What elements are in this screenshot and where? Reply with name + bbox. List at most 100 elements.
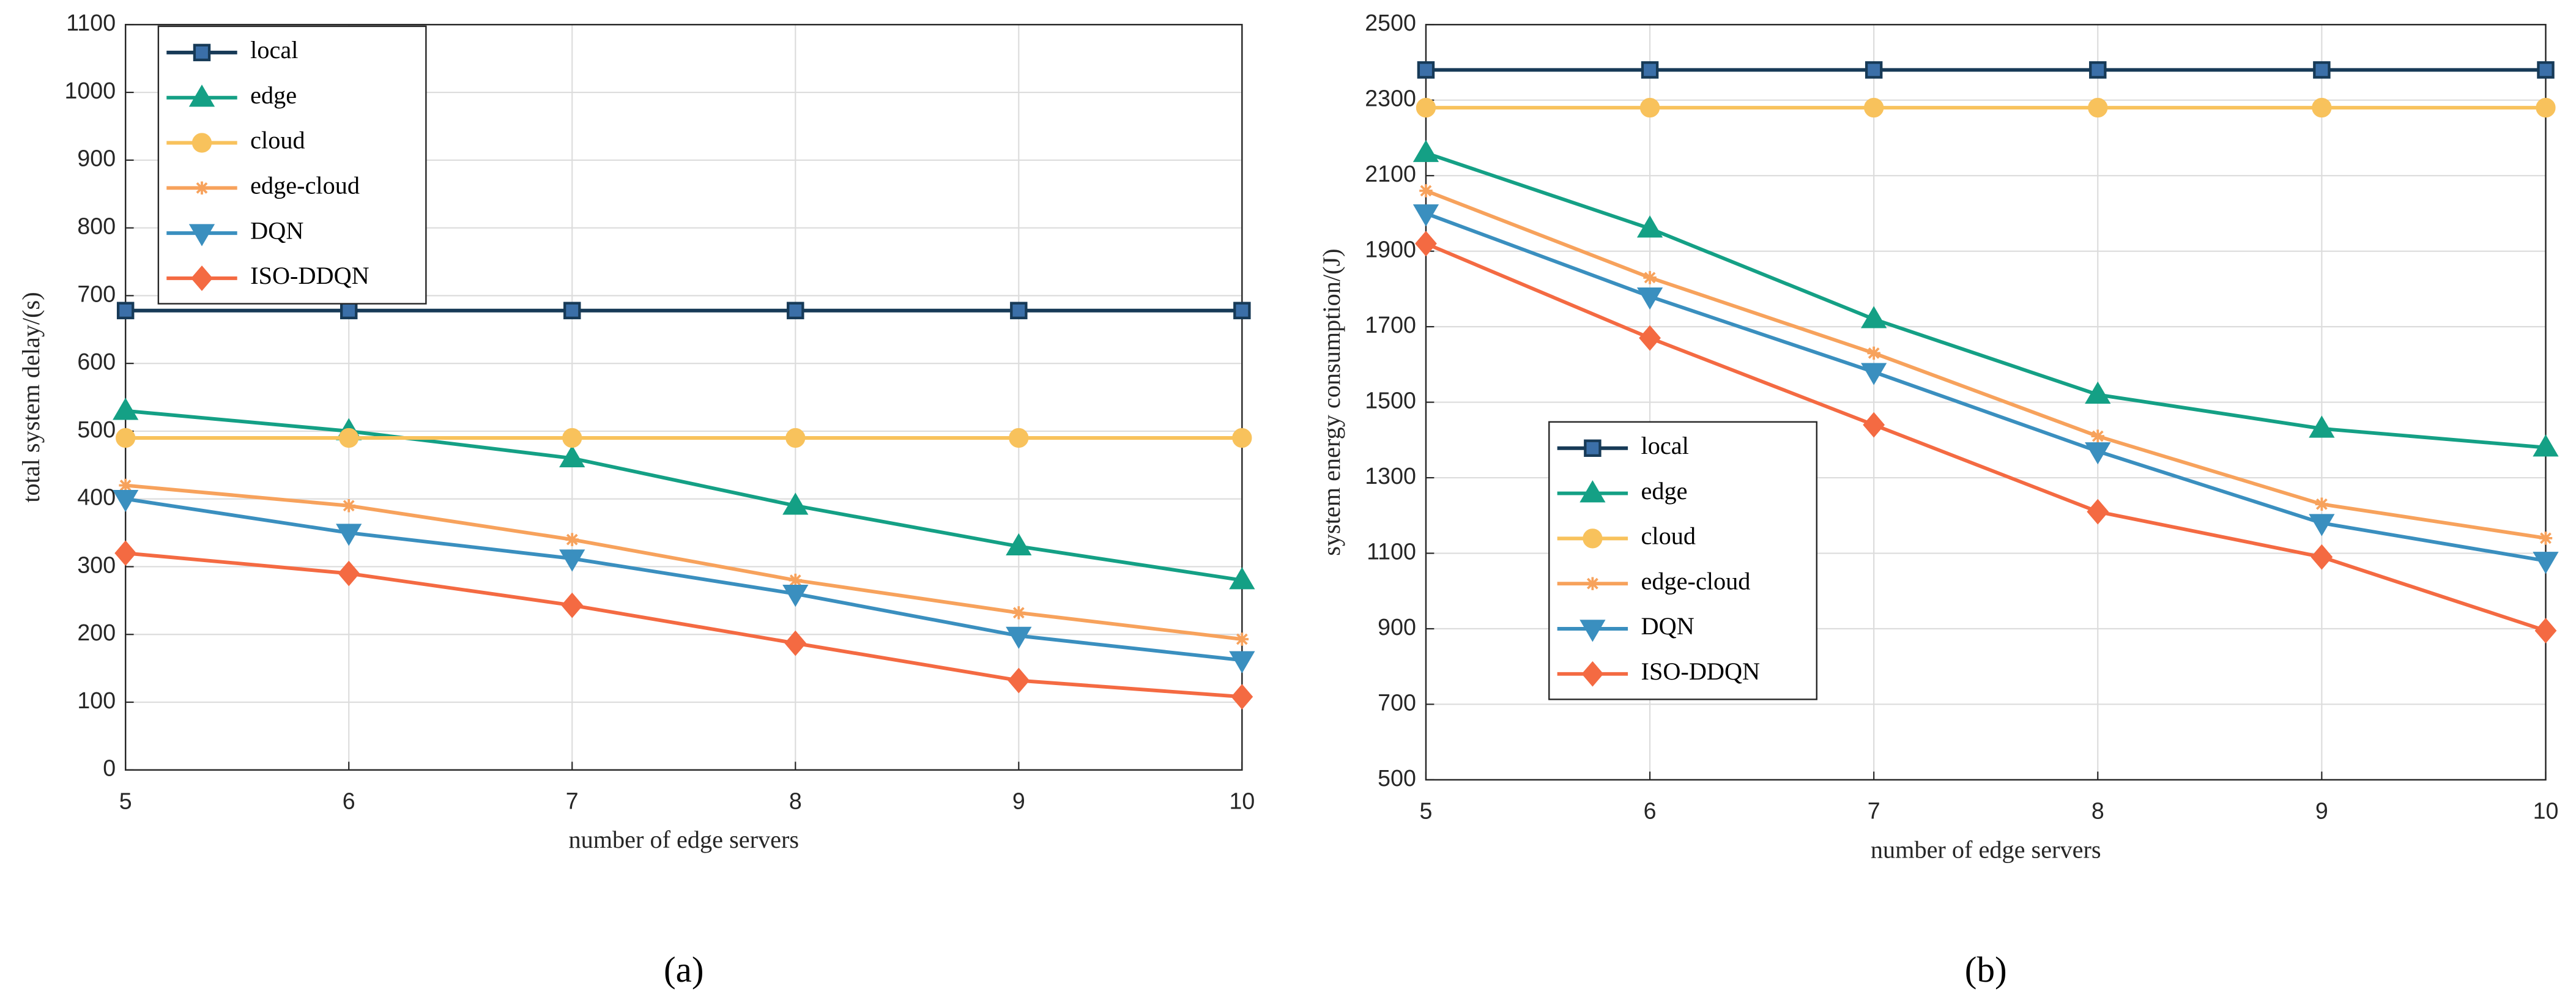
y-tick-label: 400 (77, 484, 116, 510)
marker (1639, 325, 1661, 351)
marker (2089, 61, 2107, 79)
marker (1006, 533, 1032, 556)
marker (2088, 97, 2108, 118)
marker (340, 302, 358, 319)
marker (2312, 97, 2332, 118)
marker (1416, 97, 1436, 118)
marker (563, 302, 581, 319)
x-tick-label: 10 (1229, 788, 1255, 813)
marker (782, 585, 809, 607)
x-tick-label: 6 (1644, 798, 1657, 824)
caption: (b) (1965, 949, 2007, 990)
marker (1006, 626, 1032, 649)
marker (1579, 620, 1606, 642)
marker (1864, 97, 1884, 118)
marker (1009, 428, 1029, 448)
marker (1584, 439, 1602, 457)
y-tick-label: 2500 (1365, 10, 1416, 35)
y-tick-label: 500 (77, 417, 116, 442)
x-tick-label: 8 (789, 788, 802, 813)
y-tick-label: 700 (77, 281, 116, 306)
marker (1233, 302, 1251, 319)
marker (113, 489, 139, 513)
legend-label: edge (250, 81, 297, 109)
series-line (125, 483, 1242, 641)
marker (2309, 415, 2335, 438)
marker (2533, 552, 2559, 574)
marker (1231, 684, 1253, 710)
plot-frame (1425, 24, 2547, 781)
marker (188, 84, 215, 107)
marker (559, 549, 585, 572)
marker (1865, 61, 1883, 79)
marker (2313, 61, 2331, 79)
x-tick-label: 9 (2315, 798, 2328, 824)
marker (1641, 61, 1659, 79)
y-tick-label: 2100 (1365, 161, 1416, 187)
legend-label: edge-cloud (1641, 567, 1751, 595)
y-tick-label: 1100 (1367, 538, 1416, 564)
chart-panel: 500 700 900 1100 1300 1500 1700 1900 2100 2300 250… (1318, 10, 2559, 990)
marker (561, 592, 584, 618)
legend-label: edge (1641, 477, 1688, 505)
marker (2533, 434, 2559, 457)
caption: (a) (664, 949, 704, 990)
legend-label: ISO-DDQN (250, 262, 369, 289)
marker (1417, 61, 1435, 79)
legend: local edge cloud edge-cloud DQN ISO-DDQN (157, 25, 427, 305)
y-axis-label: total system delay/(s) (17, 292, 45, 502)
marker (195, 181, 209, 195)
legend-label: edge-cloud (250, 172, 360, 199)
y-tick-label: 900 (77, 146, 116, 171)
marker (1636, 215, 1663, 238)
y-tick-label: 600 (77, 349, 116, 374)
marker (1581, 661, 1604, 687)
marker (2087, 498, 2109, 525)
legend: local edge cloud edge-cloud DQN ISO-DDQN (1548, 421, 1817, 700)
x-tick-label: 7 (566, 788, 579, 813)
marker (1639, 97, 1660, 118)
y-tick-label: 700 (1378, 689, 1416, 715)
marker (1586, 577, 1600, 590)
marker (2309, 514, 2335, 536)
marker (1412, 139, 1439, 162)
series-line (125, 497, 1242, 662)
marker (1583, 528, 1603, 549)
marker (113, 398, 139, 420)
x-tick-label: 5 (1420, 798, 1433, 824)
marker (1579, 480, 1606, 503)
y-tick-label: 200 (77, 620, 116, 645)
marker (1861, 306, 1887, 328)
marker (338, 560, 360, 587)
y-tick-label: 500 (1378, 765, 1416, 791)
y-tick-label: 1100 (66, 10, 116, 35)
series-line (1425, 242, 2547, 632)
marker (2085, 442, 2111, 465)
marker (339, 428, 359, 448)
series-line (125, 551, 1242, 699)
marker (784, 630, 807, 656)
y-tick-label: 100 (77, 687, 116, 713)
marker (114, 540, 137, 566)
marker (2539, 532, 2553, 545)
legend-box (1548, 421, 1817, 700)
marker (1419, 184, 1433, 198)
x-tick-label: 5 (119, 788, 132, 813)
marker (785, 428, 806, 448)
series-line (1425, 189, 2546, 540)
legend-label: local (250, 36, 298, 64)
y-axis-label: system energy consumption/(J) (1318, 248, 1345, 555)
legend-label: DQN (250, 217, 303, 244)
legend-label: cloud (1641, 522, 1696, 550)
marker (2085, 381, 2111, 404)
y-tick-label: 2300 (1365, 86, 1416, 111)
y-tick-label: 300 (77, 552, 116, 577)
y-tick-label: 1700 (1365, 312, 1416, 338)
marker (2534, 618, 2557, 643)
marker (191, 133, 212, 153)
y-tick-label: 1900 (1365, 237, 1416, 262)
y-tick-label: 800 (77, 213, 116, 239)
marker (559, 445, 585, 467)
